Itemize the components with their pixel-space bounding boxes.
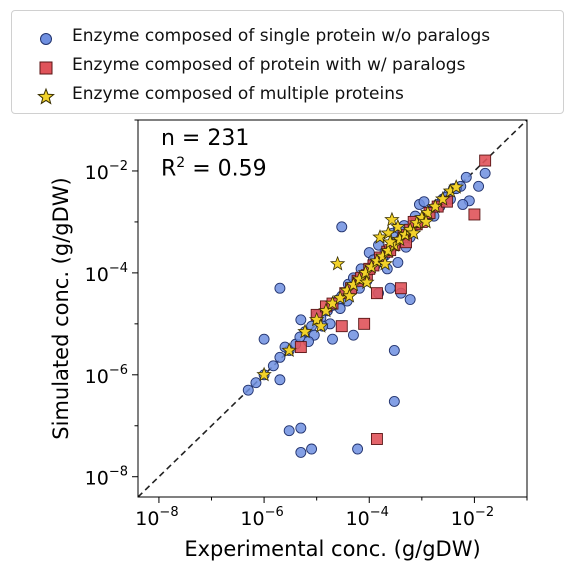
data-point-s1-8 [358, 317, 371, 330]
data-point-s2-22 [427, 198, 443, 214]
r-squared-sup: 2 [176, 155, 186, 171]
data-point-s2-0 [256, 366, 272, 382]
data-point-s1-4 [335, 320, 348, 333]
r-squared-prefix: R [161, 156, 177, 182]
sample-count: n = 231 [161, 126, 250, 151]
data-point-s0-65 [388, 395, 400, 407]
legend-label-multiple-proteins: Enzyme composed of multiple proteins [72, 84, 404, 104]
data-point-s2-35 [382, 234, 398, 249]
data-point-s2-28 [329, 255, 346, 271]
data-point-s0-43 [336, 221, 348, 233]
data-point-s2-37 [405, 225, 422, 240]
data-point-s0-58 [295, 314, 307, 326]
plot-frame [137, 119, 528, 498]
data-point-s0-39 [457, 199, 469, 210]
data-point-s0-36 [473, 180, 485, 192]
data-point-s0-61 [295, 422, 307, 434]
data-point-s0-37 [479, 167, 491, 179]
data-point-s0-59 [274, 374, 286, 386]
data-point-s0-49 [404, 294, 416, 305]
r-squared-value: = 0.59 [185, 156, 267, 182]
legend-label-single-protein: Enzyme composed of single protein w/o pa… [72, 26, 491, 46]
data-point-s2-34 [313, 318, 329, 333]
legend-entry-multiple-proteins: Enzyme composed of multiple proteins [12, 81, 563, 111]
data-point-s0-3 [267, 360, 279, 372]
data-point-s0-67 [418, 196, 430, 208]
y-tick-label-2: 10−4 [85, 261, 128, 286]
y-axis-label: Simulated conc. (g/gDW) [49, 177, 73, 439]
data-point-s2-26 [384, 211, 400, 227]
legend-label-paralogs: Enzyme composed of protein with w/ paral… [72, 55, 466, 75]
data-point-s2-1 [281, 342, 297, 358]
data-point-s0-50 [388, 345, 400, 356]
legend-marker-square-icon [39, 61, 53, 75]
x-tick-label-2: 10−4 [346, 505, 389, 530]
data-point-s1-23 [468, 208, 481, 221]
data-point-s2-30 [372, 229, 388, 244]
plot-area [138, 120, 527, 497]
x-tick-label-1: 10−6 [240, 505, 283, 530]
data-point-s2-33 [341, 287, 358, 303]
data-point-s0-0 [242, 384, 254, 396]
x-tick-label-0: 10−8 [135, 505, 178, 530]
y-tick-label-0: 10−8 [85, 465, 128, 490]
data-point-s0-47 [384, 282, 396, 294]
data-point-s2-23 [435, 191, 451, 206]
data-point-s2-3 [308, 311, 325, 327]
legend-marker-circle-icon [40, 33, 52, 45]
data-point-s2-27 [380, 225, 396, 240]
data-point-s0-73 [392, 257, 404, 268]
legend: Enzyme composed of single protein w/o pa… [11, 10, 564, 114]
data-point-s0-45 [347, 329, 359, 341]
data-point-s0-60 [283, 425, 295, 437]
data-point-s2-4 [318, 302, 334, 318]
data-point-s0-40 [274, 282, 286, 294]
x-axis-label: Experimental conc. (g/gDW) [184, 537, 480, 561]
x-tick-label-3: 10−2 [451, 505, 494, 530]
legend-marker-star-icon [37, 87, 55, 105]
y-tick-label-1: 10−6 [85, 363, 128, 388]
data-point-s1-15 [394, 282, 407, 295]
legend-entry-paralogs: Enzyme composed of protein with w/ paral… [12, 52, 563, 82]
legend-entry-single-protein: Enzyme composed of single protein w/o pa… [12, 23, 563, 53]
data-point-s1-24 [479, 154, 492, 167]
data-point-s1-25 [370, 433, 383, 445]
data-point-s0-63 [306, 443, 318, 455]
data-point-s0-62 [295, 446, 307, 458]
data-point-s1-11 [370, 287, 383, 300]
data-point-s2-32 [359, 274, 375, 289]
data-point-s0-35 [460, 171, 472, 183]
r-squared: R2 = 0.59 [161, 155, 267, 181]
data-point-s0-64 [352, 443, 364, 455]
data-point-s2-29 [390, 218, 406, 234]
data-point-s1-0 [294, 341, 307, 354]
data-point-s2-2 [297, 323, 313, 339]
data-point-s2-31 [377, 255, 393, 271]
data-point-s0-1 [250, 377, 262, 389]
y-tick-label-3: 10−2 [85, 159, 128, 184]
data-point-s0-41 [258, 333, 270, 345]
data-point-s2-25 [448, 179, 464, 194]
data-point-s0-4 [274, 351, 286, 363]
data-point-s0-44 [327, 333, 338, 345]
data-point-s2-36 [418, 213, 434, 229]
